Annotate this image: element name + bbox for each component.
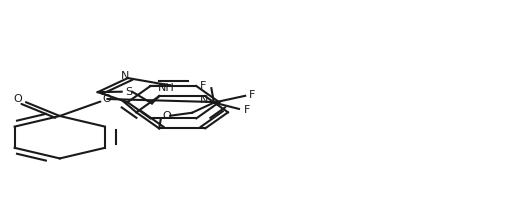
Text: N: N bbox=[121, 71, 129, 81]
Text: O: O bbox=[162, 111, 171, 121]
Text: F: F bbox=[249, 90, 255, 100]
Text: S: S bbox=[125, 87, 132, 97]
Text: O: O bbox=[14, 94, 23, 104]
Text: O: O bbox=[102, 94, 111, 104]
Text: F: F bbox=[244, 105, 250, 115]
Text: F: F bbox=[200, 81, 206, 91]
Text: NH: NH bbox=[158, 83, 174, 93]
Text: N: N bbox=[200, 95, 208, 104]
